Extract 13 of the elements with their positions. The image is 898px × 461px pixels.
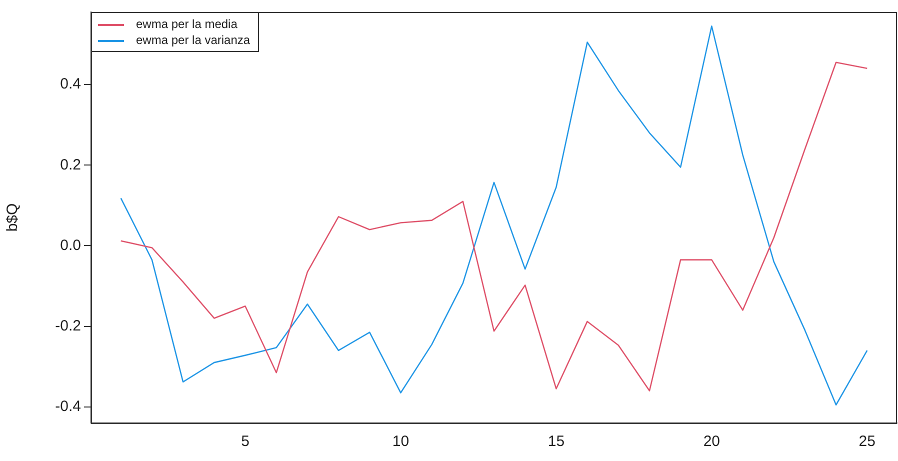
y-tick-label: 0.4 <box>60 76 81 93</box>
legend-label: ewma per la varianza <box>136 33 250 47</box>
x-tick-label: 20 <box>703 433 720 450</box>
legend-label: ewma per la media <box>136 17 238 31</box>
y-tick-label: -0.4 <box>55 398 81 416</box>
x-tick-label: 5 <box>241 433 250 450</box>
y-axis-title: b$Q <box>4 203 22 232</box>
y-tick-label: -0.2 <box>55 317 81 334</box>
x-tick-label: 15 <box>548 433 565 450</box>
x-tick-label: 25 <box>858 433 876 450</box>
y-tick-label: 0.2 <box>60 156 81 174</box>
y-tick-label: 0.0 <box>60 236 81 254</box>
x-tick-label: 10 <box>392 433 410 450</box>
